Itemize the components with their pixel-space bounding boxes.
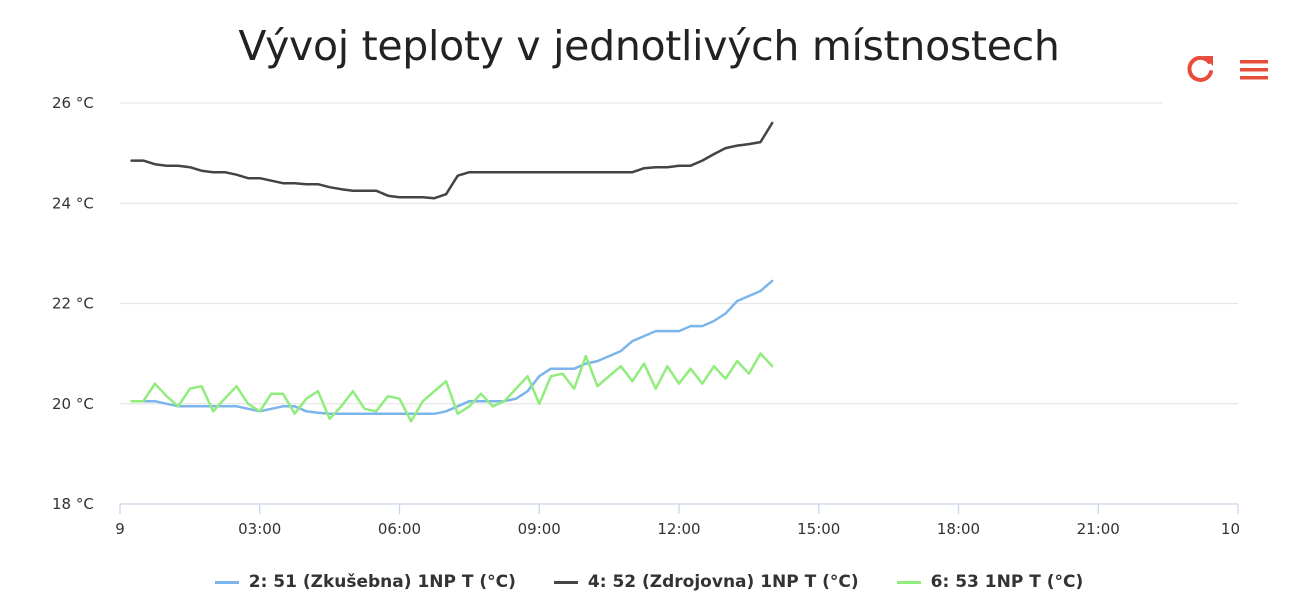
x-tick-label: 21:00: [1077, 520, 1120, 538]
x-tick-label: 12:00: [657, 520, 700, 538]
legend-label: 4: 52 (Zdrojovna) 1NP T (°C): [587, 572, 859, 592]
series-line-2[interactable]: [130, 121, 774, 200]
series-line-1[interactable]: [130, 279, 774, 416]
y-tick-label: 18 °C: [52, 495, 94, 513]
y-tick-label: 20 °C: [52, 395, 94, 413]
y-tick-label: 22 °C: [52, 295, 94, 313]
legend-swatch: [553, 580, 578, 584]
legend-label: 2: 51 (Zkušebna) 1NP T (°C): [248, 572, 516, 592]
menu-icon: [1240, 60, 1268, 80]
y-axis-labels: 18 °C 20 °C 22 °C 24 °C 26 °C: [52, 94, 94, 513]
chart-title: Vývoj teploty v jednotlivých místnostech: [238, 22, 1060, 70]
legend-item-2[interactable]: 4: 52 (Zdrojovna) 1NP T (°C): [553, 572, 859, 592]
x-tick-label: 06:00: [378, 520, 421, 538]
refresh-icon: [1187, 55, 1213, 82]
x-tick-label: 15:00: [797, 520, 840, 538]
x-axis: [119, 503, 1239, 514]
menu-button[interactable]: [1235, 50, 1275, 90]
legend-label: 6: 53 1NP T (°C): [930, 572, 1084, 592]
grid-lines: [120, 102, 1238, 405]
refresh-button[interactable]: [1180, 50, 1220, 90]
chart-toolbar: [1180, 50, 1280, 90]
x-tick-label: 9: [115, 520, 125, 538]
x-tick-label: 09:00: [518, 520, 561, 538]
x-tick-label: 10: [1221, 520, 1240, 538]
y-tick-label: 26 °C: [52, 94, 94, 112]
x-tick-label: 18:00: [937, 520, 980, 538]
legend-item-3[interactable]: 6: 53 1NP T (°C): [896, 572, 1084, 592]
legend-item-1[interactable]: 2: 51 (Zkušebna) 1NP T (°C): [214, 572, 516, 592]
legend-swatch: [214, 580, 239, 584]
chart-plot: 18 °C 20 °C 22 °C 24 °C 26 °C 9 03:00 06:00 09:…: [52, 94, 1240, 538]
x-axis-labels: 9 03:00 06:00 09:00 12:00 15:00 18:00 21:00 10: [115, 520, 1240, 538]
series-lines: [130, 121, 774, 423]
series-line-3[interactable]: [130, 352, 774, 423]
x-tick-label: 03:00: [238, 520, 281, 538]
chart-legend: 2: 51 (Zkušebna) 1NP T (°C) 4: 52 (Zdrojo…: [0, 572, 1298, 592]
y-tick-label: 24 °C: [52, 194, 94, 212]
legend-swatch: [896, 580, 921, 584]
